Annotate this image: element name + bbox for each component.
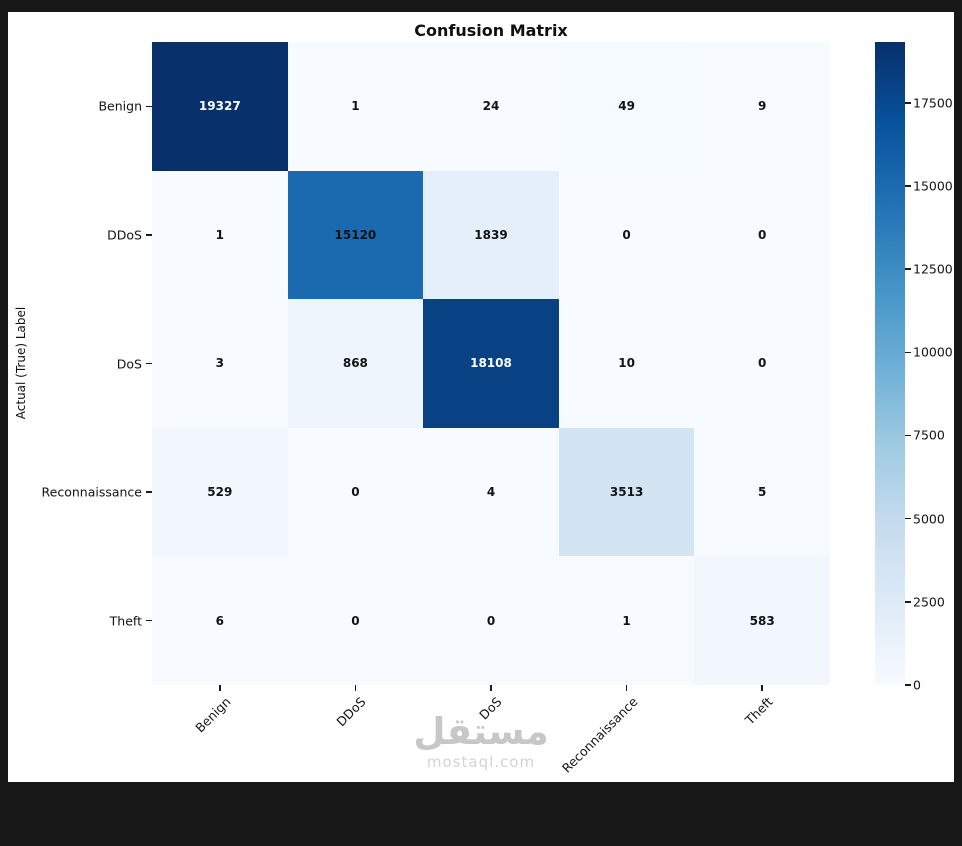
figure-canvas: Confusion Matrix Actual (True) Label مست… (8, 12, 954, 782)
x-tick-mark (761, 685, 763, 691)
colorbar-tick-label: 7500 (913, 427, 945, 443)
y-tick-mark (146, 619, 152, 622)
heatmap-cell: 18108 (423, 299, 559, 428)
x-tick-label: DoS (476, 694, 505, 723)
heatmap-cell: 0 (287, 556, 424, 685)
heatmap-cell: 5 (694, 427, 830, 557)
colorbar-tick-label: 10000 (913, 344, 953, 360)
heatmap-cell: 0 (694, 299, 830, 428)
heatmap-cell: 24 (423, 42, 559, 171)
x-tick-mark (490, 685, 492, 691)
colorbar-tick-label: 15000 (913, 178, 953, 194)
y-tick-label: DoS (116, 356, 142, 371)
x-tick-mark (625, 685, 628, 691)
colorbar-tick-mark (905, 102, 911, 104)
heatmap-cell: 10 (558, 299, 695, 428)
colorbar-tick-label: 17500 (913, 95, 953, 111)
heatmap-cell: 19327 (152, 42, 288, 171)
heatmap-grid: 19327 1 24 49 9 1 15120 1839 0 0 3 868 18108 10 0 529 0 4… (152, 42, 830, 685)
x-tick-mark (354, 685, 357, 691)
heatmap-cell: 1839 (423, 170, 559, 300)
heatmap-cell: 529 (152, 427, 288, 557)
x-tick-label: Reconnaissance (558, 694, 641, 776)
heatmap-cell: 9 (694, 42, 830, 171)
heatmap-cell: 1 (287, 42, 424, 171)
heatmap-cell: 4 (423, 427, 559, 557)
colorbar-tick-label: 5000 (913, 511, 945, 527)
heatmap-cell: 1 (558, 556, 695, 685)
x-tick-label: Benign (192, 694, 234, 736)
heatmap-cell: 6 (152, 556, 288, 685)
colorbar-tick-mark (905, 601, 911, 603)
colorbar-tick-mark (905, 351, 911, 354)
colorbar-tick-label: 12500 (913, 261, 953, 277)
x-tick-label: Theft (742, 694, 776, 728)
y-tick-label: Theft (109, 613, 142, 629)
y-tick-label: Reconnaissance (41, 484, 142, 500)
colorbar-tick-mark (905, 684, 911, 686)
heatmap-cell: 583 (694, 556, 830, 685)
colorbar-tick-mark (905, 268, 911, 270)
y-tick-mark (146, 234, 152, 236)
heatmap-cell: 1 (152, 170, 288, 300)
heatmap-cell: 49 (558, 42, 695, 171)
heatmap-cell: 15120 (287, 170, 424, 300)
y-tick-label: Benign (98, 98, 142, 114)
colorbar-tick-mark (905, 185, 911, 187)
colorbar-tick-mark (905, 517, 911, 520)
heatmap-cell: 3513 (558, 427, 695, 557)
colorbar-tick-label: 2500 (913, 594, 945, 610)
chart-title: Confusion Matrix (414, 21, 568, 40)
heatmap-cell: 0 (558, 170, 695, 300)
heatmap-cell: 868 (287, 299, 424, 428)
colorbar-tick-mark (905, 434, 911, 437)
heatmap-cell: 0 (287, 427, 424, 557)
colorbar-tick-label: 0 (913, 677, 921, 693)
y-tick-label: DDoS (107, 227, 142, 243)
x-tick-label: DDoS (333, 694, 369, 730)
y-tick-mark (146, 491, 152, 493)
y-tick-mark (146, 105, 152, 108)
heatmap-cell: 0 (694, 170, 830, 300)
x-tick-mark (219, 685, 221, 691)
colorbar (875, 42, 905, 685)
y-tick-mark (146, 362, 152, 365)
heatmap-cell: 3 (152, 299, 288, 428)
heatmap-cell: 0 (423, 556, 559, 685)
